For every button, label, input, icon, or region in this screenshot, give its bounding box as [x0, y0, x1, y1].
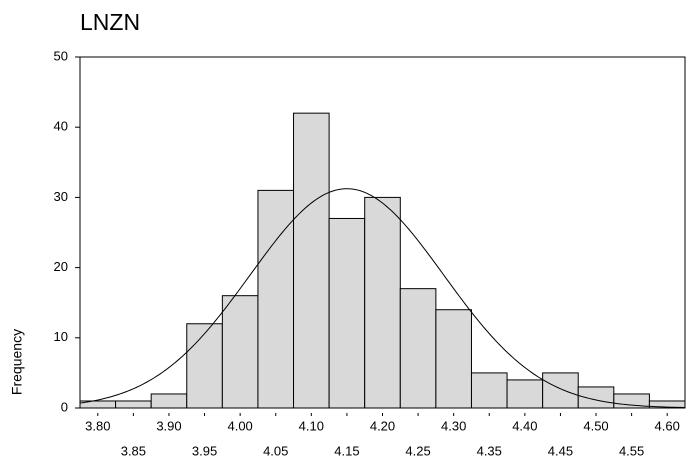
bar	[435, 309, 472, 409]
y-tick-label: 0	[61, 399, 68, 414]
x-tick-label: 4.20	[370, 418, 395, 433]
bar	[293, 112, 330, 409]
bar	[221, 295, 259, 409]
x-tick-label: 4.05	[263, 443, 288, 458]
bar	[542, 372, 579, 409]
x-tick-label: 3.85	[121, 443, 146, 458]
x-tick-label: 4.10	[299, 418, 324, 433]
bar	[470, 372, 508, 409]
bar	[399, 288, 437, 409]
y-tick-label: 20	[54, 259, 68, 274]
y-tick-label: 50	[54, 48, 68, 63]
x-tick-label: 4.35	[477, 443, 502, 458]
x-tick-label: 3.80	[85, 418, 110, 433]
bar	[150, 393, 188, 409]
y-tick-label: 40	[54, 119, 68, 134]
x-tick-label: 4.15	[334, 443, 359, 458]
x-tick-label: 4.40	[512, 418, 537, 433]
bar	[115, 400, 152, 409]
bar	[364, 196, 401, 409]
x-tick-label: 4.00	[227, 418, 252, 433]
x-tick-label: 3.95	[192, 443, 217, 458]
x-tick-label: 4.25	[405, 443, 430, 458]
plot-frame	[79, 56, 686, 409]
bar	[328, 217, 366, 409]
x-tick-label: 4.55	[619, 443, 644, 458]
y-tick-label: 10	[54, 329, 68, 344]
x-tick-label: 4.30	[441, 418, 466, 433]
x-tick-label: 4.50	[583, 418, 608, 433]
x-tick-label: 3.90	[156, 418, 181, 433]
x-tick-label: 4.60	[655, 418, 680, 433]
bar	[186, 323, 223, 409]
normal-curve	[79, 188, 686, 409]
chart-title: LNZN	[80, 9, 140, 35]
bar	[257, 189, 295, 409]
x-tick-label: 4.45	[548, 443, 573, 458]
y-tick-label: 30	[54, 189, 68, 204]
y-axis-label: Frequency	[9, 329, 25, 395]
bar	[506, 379, 544, 409]
